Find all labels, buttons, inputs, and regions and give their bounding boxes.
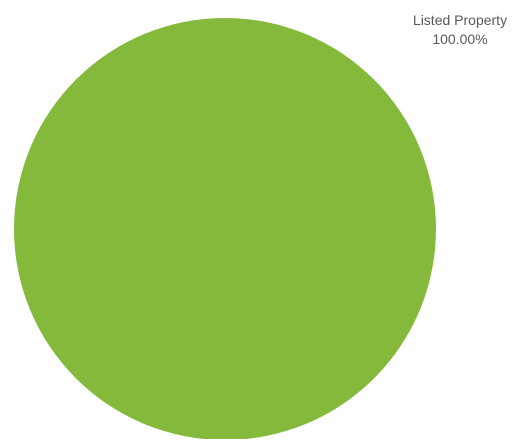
- pie-slice-listed-property: [14, 18, 436, 440]
- slice-label-name: Listed Property: [412, 12, 508, 28]
- slice-data-label: Listed Property 100.00%: [400, 11, 520, 49]
- slice-label-value: 100.00%: [432, 31, 488, 47]
